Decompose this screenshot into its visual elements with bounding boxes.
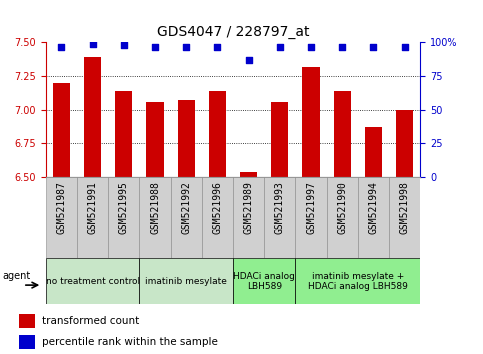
Text: GSM521991: GSM521991 bbox=[88, 181, 98, 234]
Text: GSM521995: GSM521995 bbox=[119, 181, 129, 234]
Bar bbox=[19, 335, 35, 349]
Title: GDS4047 / 228797_at: GDS4047 / 228797_at bbox=[157, 25, 309, 39]
Text: GSM521989: GSM521989 bbox=[243, 181, 254, 234]
Bar bbox=[233, 177, 264, 258]
Point bbox=[245, 57, 253, 63]
Point bbox=[339, 44, 346, 49]
Bar bbox=[271, 102, 288, 177]
Bar bbox=[233, 258, 296, 304]
Text: GSM521996: GSM521996 bbox=[213, 181, 223, 234]
Bar bbox=[46, 177, 77, 258]
Text: GSM521987: GSM521987 bbox=[57, 181, 67, 234]
Bar bbox=[396, 110, 413, 177]
Bar bbox=[296, 258, 420, 304]
Bar bbox=[240, 172, 257, 177]
Text: GSM521988: GSM521988 bbox=[150, 181, 160, 234]
Text: GSM521998: GSM521998 bbox=[399, 181, 410, 234]
Point bbox=[120, 42, 128, 48]
Bar bbox=[53, 83, 70, 177]
Bar bbox=[170, 177, 202, 258]
Point bbox=[307, 44, 315, 49]
Bar bbox=[389, 177, 420, 258]
Text: HDACi analog
LBH589: HDACi analog LBH589 bbox=[233, 272, 295, 291]
Bar bbox=[178, 100, 195, 177]
Bar bbox=[358, 177, 389, 258]
Text: GSM521990: GSM521990 bbox=[337, 181, 347, 234]
Text: GSM521994: GSM521994 bbox=[369, 181, 378, 234]
Bar bbox=[115, 91, 132, 177]
Bar bbox=[108, 177, 140, 258]
Text: GSM521993: GSM521993 bbox=[275, 181, 285, 234]
Point bbox=[89, 41, 97, 47]
Point bbox=[183, 44, 190, 49]
Text: transformed count: transformed count bbox=[42, 316, 140, 326]
Text: GSM521997: GSM521997 bbox=[306, 181, 316, 234]
Point bbox=[57, 44, 65, 49]
Bar bbox=[77, 177, 108, 258]
Text: GSM521992: GSM521992 bbox=[181, 181, 191, 234]
Bar bbox=[327, 177, 358, 258]
Bar bbox=[19, 314, 35, 328]
Text: agent: agent bbox=[2, 271, 30, 281]
Bar bbox=[302, 67, 320, 177]
Point bbox=[276, 44, 284, 49]
Point bbox=[369, 44, 377, 49]
Bar bbox=[264, 177, 296, 258]
Text: no treatment control: no treatment control bbox=[45, 277, 140, 286]
Bar bbox=[46, 258, 140, 304]
Text: imatinib mesylate +
HDACi analog LBH589: imatinib mesylate + HDACi analog LBH589 bbox=[308, 272, 408, 291]
Bar bbox=[365, 127, 382, 177]
Point bbox=[213, 44, 221, 49]
Bar bbox=[202, 177, 233, 258]
Point bbox=[151, 44, 159, 49]
Bar bbox=[140, 258, 233, 304]
Bar bbox=[334, 91, 351, 177]
Bar bbox=[84, 57, 101, 177]
Point bbox=[401, 44, 409, 49]
Bar bbox=[140, 177, 170, 258]
Bar bbox=[146, 102, 164, 177]
Text: percentile rank within the sample: percentile rank within the sample bbox=[42, 337, 218, 347]
Text: imatinib mesylate: imatinib mesylate bbox=[145, 277, 227, 286]
Bar bbox=[209, 91, 226, 177]
Bar bbox=[296, 177, 327, 258]
